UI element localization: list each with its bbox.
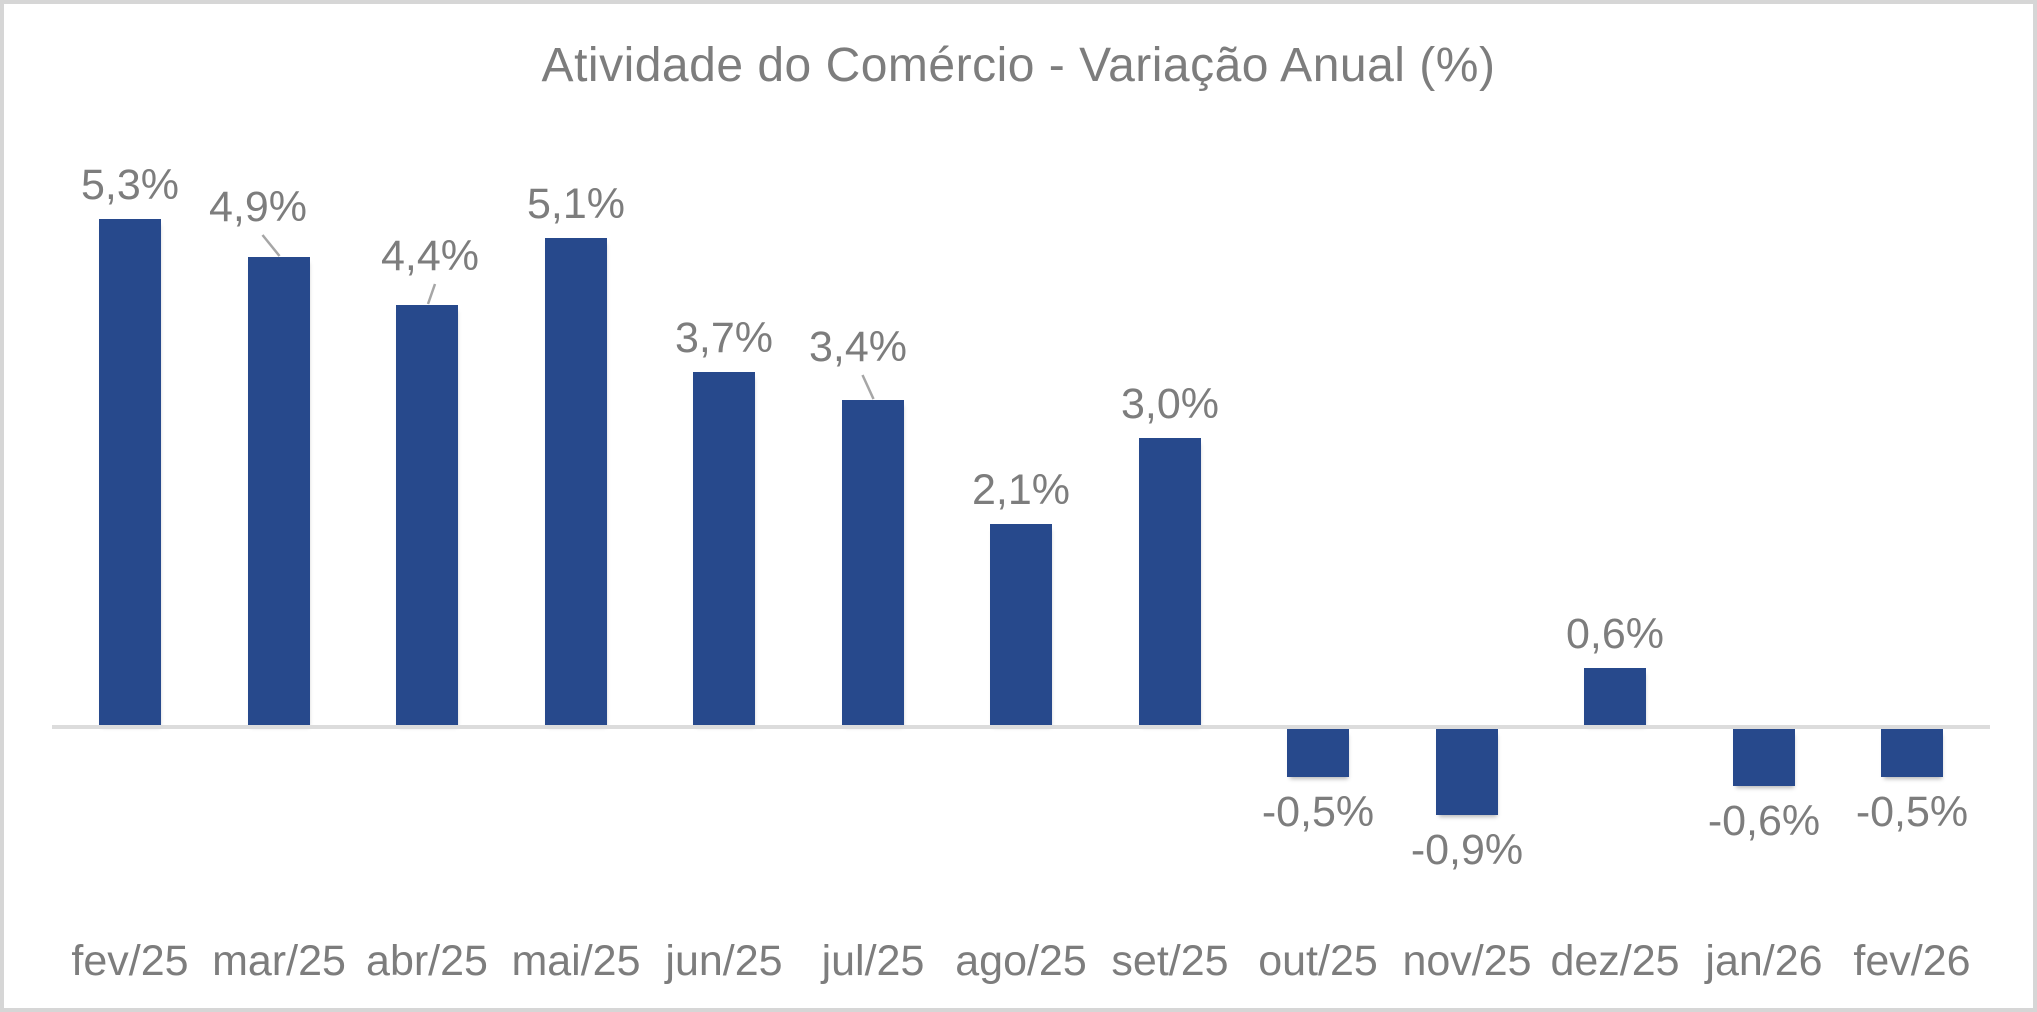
bar-ago-25 [990,524,1052,725]
value-label-jun-25: 3,7% [674,314,773,362]
value-label-fev-26: -0,5% [1855,788,1969,836]
x-axis-label-jan-26: jan/26 [1705,937,1823,985]
bar-fev-25 [99,219,161,725]
value-label-abr-25: 4,4% [380,232,479,280]
leader-line-abr-25 [426,283,437,305]
bar-mai-25 [545,238,607,725]
value-label-dez-25: 0,6% [1565,610,1664,658]
value-label-nov-25: -0,9% [1410,826,1524,874]
value-label-out-25: -0,5% [1261,788,1375,836]
x-axis-label-out-25: out/25 [1258,937,1378,985]
bar-abr-25 [396,305,458,725]
bar-fev-26 [1881,729,1943,777]
x-axis-label-jul-25: jul/25 [821,937,925,985]
x-axis-label-nov-25: nov/25 [1402,937,1532,985]
value-label-ago-25: 2,1% [971,466,1070,514]
x-axis-label-dez-25: dez/25 [1550,937,1680,985]
bar-nov-25 [1436,729,1498,815]
x-axis-label-fev-26: fev/26 [1853,937,1971,985]
bar-jan-26 [1733,729,1795,786]
leader-line-mar-25 [261,234,281,257]
bar-jul-25 [842,400,904,725]
bar-dez-25 [1584,668,1646,725]
leader-line-jul-25 [861,374,875,400]
value-label-jul-25: 3,4% [808,323,907,371]
x-axis-label-mai-25: mai/25 [511,937,641,985]
x-axis-line [52,725,1990,729]
bar-set-25 [1139,438,1201,725]
x-axis-label-jun-25: jun/25 [665,937,783,985]
value-label-fev-25: 5,3% [80,161,179,209]
bar-mar-25 [248,257,310,725]
value-label-mai-25: 5,1% [526,180,625,228]
x-axis-label-set-25: set/25 [1111,937,1229,985]
value-label-mar-25: 4,9% [208,183,307,231]
x-axis-label-fev-25: fev/25 [71,937,189,985]
value-label-set-25: 3,0% [1120,380,1219,428]
chart-title: Atividade do Comércio - Variação Anual (… [541,39,1496,92]
value-label-jan-26: -0,6% [1707,797,1821,845]
x-axis-label-abr-25: abr/25 [366,937,488,985]
plot-area: 5,3% fev/25 4,9% mar/25 4,4% abr/25 5,1% mai/25… [4,4,2033,1008]
bar-out-25 [1287,729,1349,777]
bar-jun-25 [693,372,755,725]
x-axis-label-mar-25: mar/25 [212,937,346,985]
x-axis-label-ago-25: ago/25 [955,937,1087,985]
